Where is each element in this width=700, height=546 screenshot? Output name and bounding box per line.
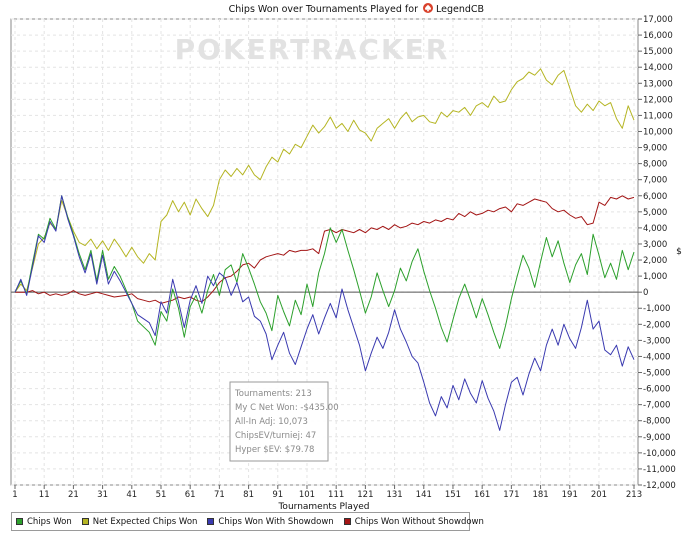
x-axis-ticks: 1 11 21 31 41 51 61 71 81 91 101 111 121 131 141 151 161… bbox=[12, 485, 642, 500]
y-tick-label: 0 bbox=[643, 288, 648, 298]
y-tick-label: -6,000 bbox=[643, 385, 670, 395]
y-tick-label: -10,000 bbox=[643, 449, 676, 459]
stats-info-box: Tournaments: 213 My C Net Won: -$435.00 … bbox=[229, 381, 339, 462]
player-name: LegendCB bbox=[436, 4, 484, 15]
y-tick-label: 16,000 bbox=[643, 31, 673, 41]
x-tick-label: 141 bbox=[416, 490, 432, 500]
y-tick-label: 5,000 bbox=[643, 208, 667, 218]
x-tick-label: 111 bbox=[328, 490, 344, 500]
legend-label: Chips Won With Showdown bbox=[218, 516, 334, 527]
y-tick-label: 6,000 bbox=[643, 192, 667, 202]
y-tick-label: 8,000 bbox=[643, 160, 667, 170]
y-tick-label: 2,000 bbox=[643, 256, 667, 266]
legend-swatch-chips-won bbox=[16, 518, 23, 525]
y-axis-label: $ bbox=[676, 247, 682, 257]
y-tick-label: 14,000 bbox=[643, 63, 673, 73]
info-net-won: My C Net Won: -$435.00 bbox=[235, 403, 339, 413]
watermark-logo: POKERTRACKER bbox=[175, 33, 450, 66]
x-tick-label: 71 bbox=[214, 490, 225, 500]
x-tick-label: 191 bbox=[562, 490, 578, 500]
x-tick-label: 81 bbox=[243, 490, 254, 500]
x-tick-label: 61 bbox=[185, 490, 196, 500]
legend-item-with-showdown: Chips Won With Showdown bbox=[207, 516, 334, 527]
info-allin-adj: All-In Adj: 10,073 bbox=[235, 417, 308, 427]
x-tick-label: 121 bbox=[357, 490, 373, 500]
x-tick-label: 201 bbox=[591, 490, 607, 500]
y-tick-label: 10,000 bbox=[643, 127, 673, 137]
x-tick-label: 213 bbox=[626, 490, 642, 500]
x-tick-label: 161 bbox=[474, 490, 490, 500]
y-tick-label: 11,000 bbox=[643, 111, 673, 121]
y-tick-label: 7,000 bbox=[643, 176, 667, 186]
x-tick-label: 21 bbox=[68, 490, 79, 500]
legend-item-chips-won: Chips Won bbox=[16, 517, 72, 527]
y-tick-label: -2,000 bbox=[643, 320, 670, 330]
y-tick-label: 15,000 bbox=[643, 47, 673, 57]
y-tick-label: -9,000 bbox=[643, 433, 670, 443]
y-tick-label: 1,000 bbox=[643, 272, 667, 282]
x-tick-label: 131 bbox=[386, 490, 402, 500]
legend-item-without-showdown: Chips Won Without Showdown bbox=[343, 516, 484, 527]
y-tick-label: 9,000 bbox=[643, 144, 667, 154]
x-tick-label: 101 bbox=[299, 490, 315, 500]
x-tick-label: 181 bbox=[532, 490, 548, 500]
y-tick-label: 13,000 bbox=[643, 79, 673, 89]
series-line-net-expected-chips-won bbox=[14, 68, 635, 293]
x-tick-label: 41 bbox=[126, 490, 137, 500]
x-tick-label: 91 bbox=[272, 490, 283, 500]
legend-swatch-net-expected bbox=[81, 518, 89, 525]
x-tick-label: 1 bbox=[12, 490, 17, 500]
info-tournaments: Tournaments: 213 bbox=[234, 389, 312, 399]
legend-label: Chips Won bbox=[27, 516, 72, 527]
info-hyper-sev: Hyper $EV: $79.78 bbox=[235, 445, 314, 455]
spade-logo-icon bbox=[423, 3, 433, 13]
y-tick-label: -5,000 bbox=[643, 369, 670, 379]
info-chipsev: ChipsEV/turniej: 47 bbox=[235, 431, 316, 441]
x-tick-label: 31 bbox=[97, 490, 108, 500]
series-line-chips-won-without-showdown bbox=[15, 195, 635, 304]
y-tick-label: -4,000 bbox=[643, 352, 670, 362]
y-tick-label: -1,000 bbox=[643, 304, 670, 314]
x-axis-label: Tournaments Played bbox=[277, 502, 369, 512]
x-tick-label: 171 bbox=[503, 490, 519, 500]
y-tick-label: -3,000 bbox=[643, 336, 670, 346]
y-tick-label: 17,000 bbox=[643, 15, 673, 25]
series-line-chips-won bbox=[14, 195, 635, 349]
chart-legend: Chips Won Net Expected Chips Won Chips W… bbox=[11, 512, 484, 531]
y-tick-label: 12,000 bbox=[643, 95, 673, 105]
x-tick-label: 11 bbox=[39, 490, 50, 500]
x-tick-label: 151 bbox=[445, 490, 461, 500]
legend-label: Chips Won Without Showdown bbox=[354, 516, 484, 527]
chart-title: Chips Won over Tournaments Played for bbox=[229, 4, 418, 15]
y-tick-label: -8,000 bbox=[643, 417, 670, 427]
y-tick-label: -7,000 bbox=[643, 401, 670, 411]
x-tick-label: 51 bbox=[156, 490, 167, 500]
y-tick-label: 3,000 bbox=[643, 240, 667, 250]
y-tick-label: -11,000 bbox=[643, 465, 676, 475]
legend-item-net-expected: Net Expected Chips Won bbox=[81, 516, 198, 527]
legend-swatch-without-showdown bbox=[343, 518, 351, 525]
legend-swatch-with-showdown bbox=[207, 518, 215, 525]
legend-label: Net Expected Chips Won bbox=[92, 516, 198, 527]
y-tick-label: 4,000 bbox=[643, 224, 667, 234]
series-lines bbox=[14, 68, 635, 431]
y-tick-label: -12,000 bbox=[643, 481, 676, 491]
series-line-chips-won-with-showdown bbox=[14, 195, 635, 431]
y-axis-ticks: 17,000 16,000 15,000 14,000 13,000 12,000 11,0… bbox=[638, 15, 676, 491]
